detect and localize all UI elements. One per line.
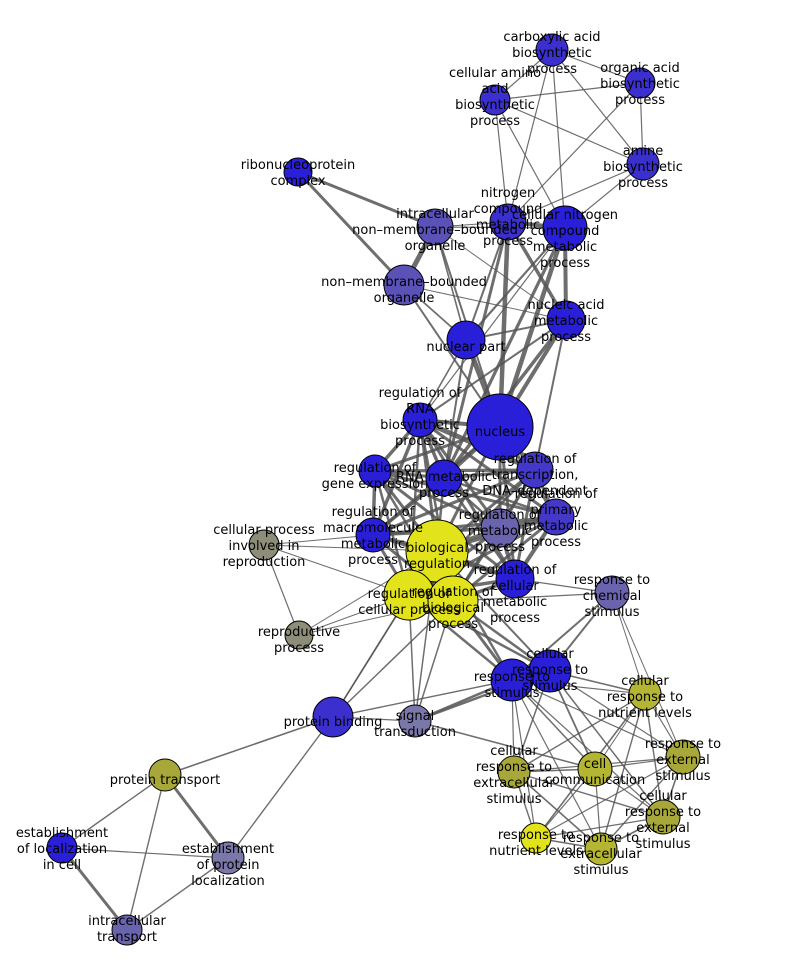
graph-node-response_to_external_stimulus[interactable]: [665, 739, 701, 775]
graph-node-ribonucleoprotein_complex[interactable]: [283, 157, 313, 187]
graph-edge: [611, 592, 684, 758]
label-layer: carboxylic acid biosynthetic process organi…: [16, 30, 721, 945]
graph-node-rna_metabolic_process[interactable]: [425, 459, 463, 497]
graph-edge: [414, 720, 596, 770]
graph-node-cellular_response_to_extracellular_stimulus[interactable]: [497, 755, 531, 789]
graph-node-regulation_of_gene_expression[interactable]: [358, 454, 392, 488]
graph-node-cellular_amino_acid_biosynthetic_process[interactable]: [479, 84, 511, 116]
graph-node-cellular_nitrogen_compound_metabolic_process[interactable]: [542, 205, 588, 251]
graph-edge: [507, 82, 641, 223]
graph-edge: [372, 468, 536, 537]
graph-edge: [465, 221, 509, 341]
graph-node-protein_transport[interactable]: [148, 758, 182, 792]
graph-edge: [600, 756, 684, 850]
graph-node-regulation_of_transcription_dna_dependent[interactable]: [516, 451, 554, 489]
graph-node-regulation_of_cellular_metabolic_process[interactable]: [495, 559, 535, 599]
graph-edge: [611, 592, 646, 695]
graph-node-regulation_of_cellular_process[interactable]: [383, 569, 435, 621]
graph-node-carboxylic_acid_biosynthetic_process[interactable]: [535, 33, 569, 67]
graph-edge: [644, 693, 664, 818]
graph-edge: [551, 49, 644, 165]
graph-edge: [434, 226, 567, 321]
graph-edge: [511, 679, 684, 758]
graph-edge: [61, 847, 229, 859]
graph-node-response_to_nutrient_levels[interactable]: [520, 822, 552, 854]
graph-edge: [419, 227, 566, 421]
graph-node-establishment_of_localization_in_cell[interactable]: [46, 832, 78, 864]
graph-edge: [374, 469, 501, 530]
graph-edge: [452, 592, 613, 602]
graph-node-nucleus[interactable]: [466, 393, 534, 461]
graph-node-organic_acid_biosynthetic_process[interactable]: [624, 67, 656, 99]
node-layer: [46, 33, 701, 946]
graph-node-cell_communication[interactable]: [577, 751, 613, 787]
graph-edge: [227, 716, 334, 859]
graph-node-nitrogen_compound_metabolic_process[interactable]: [489, 203, 527, 241]
graph-edge: [511, 592, 613, 681]
graph-edge: [419, 319, 567, 421]
graph-edge: [263, 534, 374, 546]
graph-node-reproductive_process[interactable]: [284, 620, 314, 650]
graph-edge: [535, 816, 664, 839]
graph-edge: [297, 170, 436, 229]
graph-edge: [511, 679, 664, 818]
graph-edge: [60, 847, 129, 931]
graph-node-intracellular_non_membrane_bounded_organelle[interactable]: [416, 208, 454, 246]
graph-edge: [513, 771, 602, 850]
graph-node-response_to_extracellular_stimulus[interactable]: [584, 832, 618, 866]
graph-edge: [263, 544, 410, 596]
graph-node-protein_binding[interactable]: [312, 696, 354, 738]
graph-edge: [535, 756, 684, 839]
graph-node-establishment_of_protein_localization[interactable]: [211, 841, 245, 875]
graph-edge: [442, 227, 567, 479]
graph-node-non_membrane_bounded_organelle[interactable]: [383, 264, 425, 306]
graph-node-response_to_stimulus[interactable]: [490, 658, 534, 702]
graph-edge: [332, 679, 513, 718]
graph-edge: [163, 774, 230, 859]
graph-edge: [126, 857, 229, 931]
graph-edge: [497, 221, 511, 428]
graph-edge: [403, 284, 567, 321]
graph-edge: [507, 49, 553, 223]
graph-edge: [534, 319, 567, 471]
graph-node-signal_transduction[interactable]: [398, 704, 432, 738]
graph-node-regulation_of_biological_process[interactable]: [427, 575, 479, 627]
graph-edge: [164, 716, 334, 776]
graph-edge: [494, 82, 641, 101]
graph-edge: [511, 679, 602, 850]
graph-edge: [549, 670, 684, 758]
graph-node-regulation_of_metabolic_process[interactable]: [480, 508, 520, 548]
graph-edge: [372, 515, 557, 537]
graph-node-cellular_response_to_nutrient_levels[interactable]: [628, 677, 662, 711]
graph-edge: [513, 693, 646, 773]
graph-edge: [507, 163, 644, 223]
graph-edge: [419, 418, 557, 519]
graph-edge: [513, 771, 664, 818]
graph-node-cellular_process_involved_in_reproduction[interactable]: [248, 529, 280, 561]
graph-edge: [61, 774, 166, 849]
graph-node-intracellular_transport[interactable]: [111, 914, 143, 946]
graph-node-nuclear_part[interactable]: [446, 320, 486, 360]
graph-node-response_to_chemical_stimulus[interactable]: [594, 575, 630, 611]
graph-node-regulation_of_rna_biosynthetic_process[interactable]: [402, 402, 438, 438]
graph-node-cellular_response_to_external_stimulus[interactable]: [645, 799, 681, 835]
graph-edge: [374, 469, 557, 519]
edge-layer: [60, 49, 684, 931]
graph-edge: [494, 99, 566, 229]
graph-edge: [263, 544, 300, 636]
graph-node-amine_biosynthetic_process[interactable]: [626, 147, 660, 181]
graph-edge: [332, 600, 454, 718]
graph-edge: [443, 476, 557, 519]
graph-edge: [494, 99, 644, 165]
graph-edge: [494, 99, 509, 223]
graph-edge: [296, 170, 406, 287]
graph-node-regulation_of_macromolecule_metabolic_process[interactable]: [355, 517, 391, 553]
graph-edge: [551, 49, 566, 229]
graph-node-cellular_response_to_stimulus[interactable]: [528, 649, 572, 693]
graph-node-regulation_of_primary_metabolic_process[interactable]: [537, 498, 575, 536]
graph-node-nucleic_acid_metabolic_process[interactable]: [546, 300, 586, 340]
graph-edge: [600, 693, 646, 850]
